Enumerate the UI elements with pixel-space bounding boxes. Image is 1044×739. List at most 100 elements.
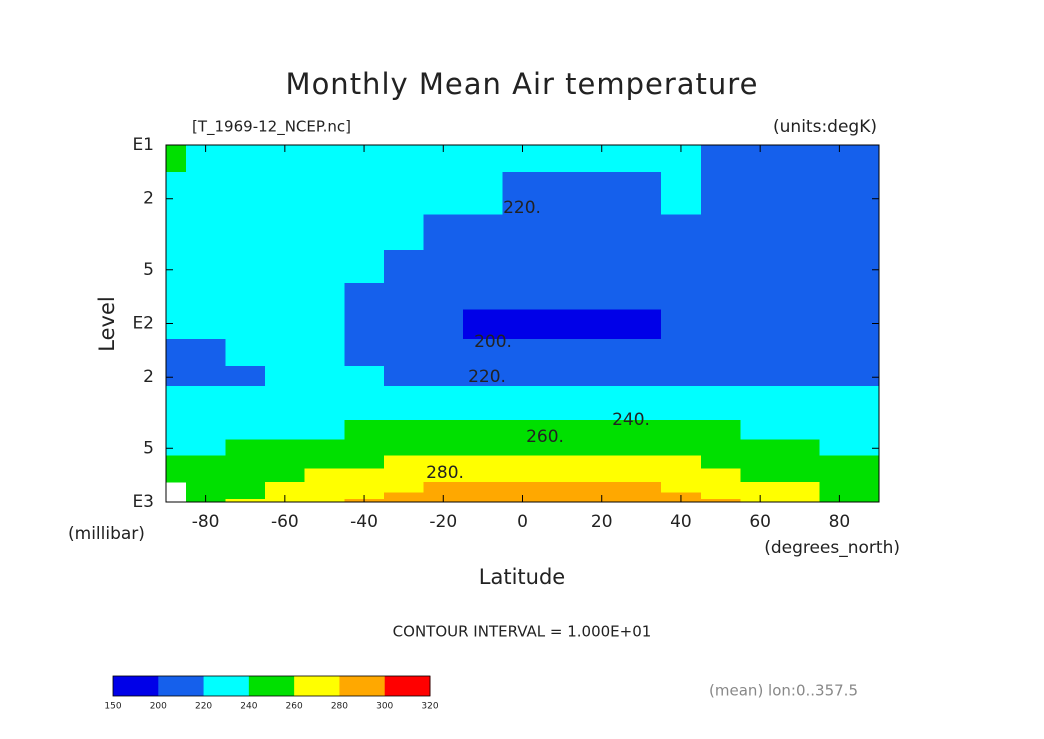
field-cell	[581, 171, 623, 216]
field-cell	[700, 309, 741, 340]
field	[166, 145, 880, 503]
field-cell	[581, 249, 623, 284]
field-cell	[779, 339, 821, 367]
field-cell	[542, 385, 583, 403]
field-cell	[225, 401, 266, 421]
field-cell	[542, 171, 583, 216]
field-cell	[502, 249, 543, 284]
field-cell	[225, 498, 266, 503]
field-cell	[463, 455, 504, 469]
field-cell	[344, 468, 385, 483]
chart-title: Monthly Mean Air temperature	[286, 67, 759, 101]
source-label: [T_1969-12_NCEP.nc]	[192, 118, 351, 137]
field-cell	[581, 339, 623, 367]
field-cell	[225, 419, 266, 441]
field-cell	[383, 439, 425, 456]
field-cell	[304, 214, 345, 251]
field-cell	[621, 385, 662, 403]
field-cell	[819, 249, 860, 284]
field-cell	[779, 492, 821, 500]
field-cell	[225, 309, 266, 340]
field-cell	[542, 339, 583, 367]
field-cell	[700, 339, 741, 367]
field-cell	[344, 366, 385, 387]
field-cell	[779, 145, 821, 173]
field-cell	[463, 145, 504, 173]
field-cell	[542, 282, 583, 311]
y-tick-label: 5	[143, 438, 154, 458]
contour-label: 280.	[426, 463, 464, 483]
field-cell	[859, 468, 880, 483]
field-cell	[304, 419, 345, 441]
field-cell	[661, 439, 702, 456]
field-cell	[502, 366, 543, 387]
field-cell	[344, 385, 385, 403]
field-cell	[344, 249, 385, 284]
field-cell	[463, 401, 504, 421]
field-cell	[779, 498, 821, 503]
field-cell	[542, 309, 583, 340]
field-cell	[700, 481, 741, 494]
field-cell	[661, 214, 702, 251]
field-cell	[700, 385, 741, 403]
field-cell	[304, 145, 345, 173]
field-cell	[700, 492, 741, 500]
field-cell	[383, 309, 425, 340]
field-cell	[859, 481, 880, 494]
field-cell	[265, 249, 306, 284]
field-cell	[621, 455, 662, 469]
field-cell	[304, 439, 345, 456]
contour-interval: CONTOUR INTERVAL = 1.000E+01	[393, 623, 652, 641]
field-cell	[621, 481, 662, 494]
x-axis-units: (degrees_north)	[764, 538, 900, 558]
field-cell	[779, 366, 821, 387]
field-cell	[166, 214, 187, 251]
y-tick-label: E2	[132, 314, 154, 334]
field-cell	[463, 481, 504, 494]
field-cell	[859, 214, 880, 251]
field-cell	[344, 171, 385, 216]
field-cell	[581, 468, 623, 483]
field-cell	[621, 145, 662, 173]
field-cell	[383, 282, 425, 311]
field-cell	[819, 366, 860, 387]
field-cell	[621, 171, 662, 216]
field-cell	[740, 366, 781, 387]
field-cell	[225, 249, 266, 284]
field-cell	[225, 455, 266, 469]
field-cell	[463, 339, 504, 367]
field-cell	[423, 468, 464, 483]
colorbar-frame	[112, 675, 431, 697]
field-cell	[740, 481, 781, 494]
field-cell	[581, 401, 623, 421]
field-cell	[265, 214, 306, 251]
field-cell	[621, 498, 662, 503]
y-tick-label: E3	[132, 492, 154, 512]
field-cell	[502, 339, 543, 367]
field-cell	[819, 455, 860, 469]
contour-label: 200.	[474, 332, 512, 352]
field-cell	[423, 439, 464, 456]
field-cell	[859, 385, 880, 403]
colorbar-label: 320	[421, 702, 438, 712]
field-cell	[621, 339, 662, 367]
colorbar-swatch	[339, 676, 386, 696]
field-cell	[779, 481, 821, 494]
field-cell	[819, 309, 860, 340]
x-tick-label: -20	[429, 512, 457, 532]
field-cell	[166, 455, 187, 469]
field-cell	[304, 481, 345, 494]
field-cell	[423, 214, 464, 251]
field-cell	[779, 249, 821, 284]
field-cell	[225, 171, 266, 216]
x-tick-label: 20	[591, 512, 613, 532]
field-cell	[225, 145, 266, 173]
field-cell	[779, 468, 821, 483]
field-cell	[304, 492, 345, 500]
field-cell	[502, 481, 543, 494]
field-cell	[463, 214, 504, 251]
field-cell	[265, 309, 306, 340]
colorbar-label: 220	[195, 702, 212, 712]
colorbar-swatch	[158, 676, 205, 696]
field-cell	[304, 468, 345, 483]
